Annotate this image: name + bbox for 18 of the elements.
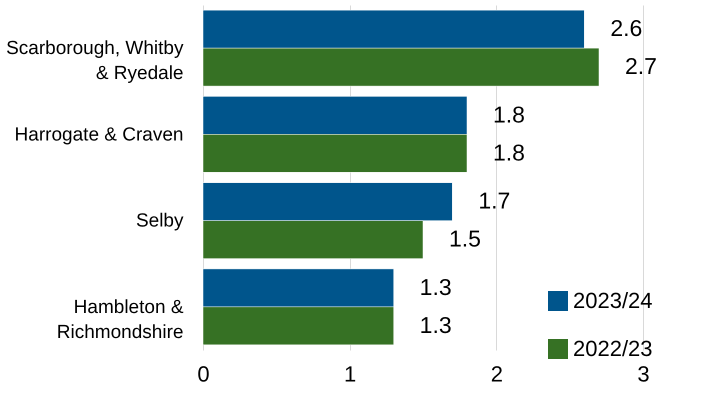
y-tick-label: Hambleton & Richmondshire [56, 296, 184, 343]
x-tick-label: 2 [490, 362, 503, 386]
x-tick-label: 3 [637, 362, 650, 386]
data-label: 2.6 [610, 15, 642, 42]
x-tick-label: 1 [344, 362, 356, 386]
y-tick-label: Selby [136, 210, 184, 232]
data-label: 1.3 [420, 274, 452, 300]
y-tick-label: Scarborough, Whitby & Ryedale [6, 38, 184, 84]
data-label: 1.8 [493, 101, 525, 128]
legend-label: 2023/24 [573, 288, 653, 313]
y-tick-label: Harrogate & Craven [14, 124, 184, 146]
data-label: 1.8 [493, 139, 525, 166]
data-label: 1.7 [478, 188, 510, 214]
legend-label: 2022/23 [573, 336, 653, 361]
data-label: 1.5 [449, 226, 481, 252]
data-label: 2.7 [625, 53, 657, 80]
x-tick-label: 0 [197, 362, 210, 386]
data-label: 1.3 [420, 312, 452, 338]
